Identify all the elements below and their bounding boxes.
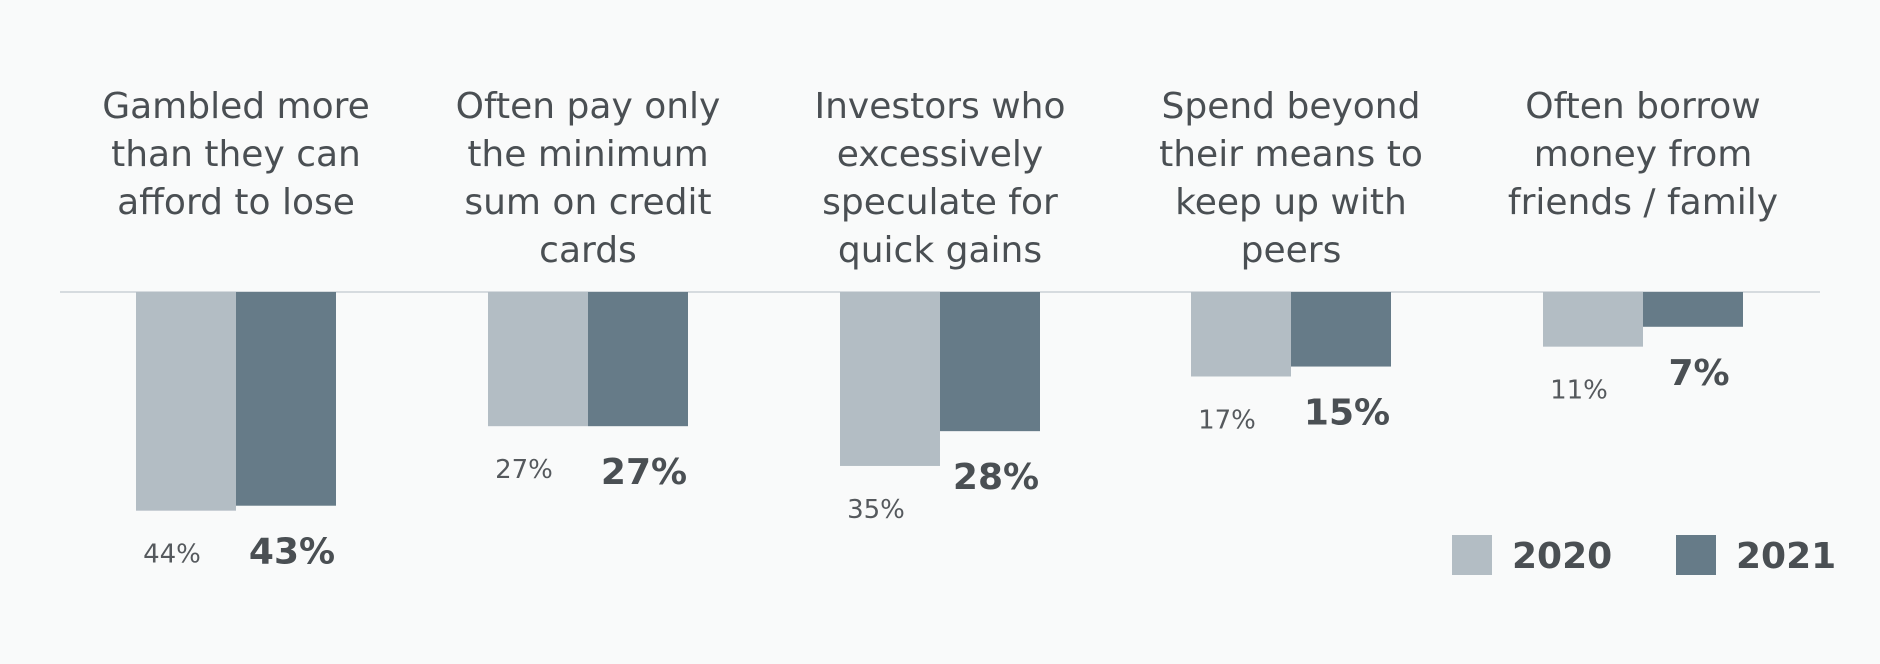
category-label-line: quick gains <box>838 230 1042 271</box>
category-label-line: afford to lose <box>117 182 355 223</box>
data-label-2021: 7% <box>1668 353 1729 394</box>
category-label-line: keep up with <box>1175 182 1407 223</box>
bar-2021 <box>1643 292 1743 327</box>
category-label: Often pay only the minimum sum on credit ca… <box>456 86 721 271</box>
bar-2021 <box>588 292 688 427</box>
category-label-line: Spend beyond <box>1162 86 1421 127</box>
category-label-line: their means to <box>1159 134 1423 175</box>
category-label-line: peers <box>1241 230 1342 271</box>
bar-2020 <box>488 292 588 427</box>
legend-label-2020: 2020 <box>1512 536 1612 577</box>
category-label-line: the minimum <box>467 134 708 175</box>
category-label: Gambled more than they can afford to lose <box>102 86 370 223</box>
category-label: Often borrow money from friends / family <box>1508 86 1778 223</box>
bar-2021 <box>940 292 1040 432</box>
bar-2020 <box>1191 292 1291 377</box>
bar-2021 <box>1291 292 1391 367</box>
category-label: Investors who excessively speculate for qui… <box>814 86 1065 271</box>
bar-2020 <box>136 292 236 511</box>
data-label-2021: 27% <box>601 452 687 493</box>
category-label-line: excessively <box>837 134 1043 175</box>
bar-2020 <box>840 292 940 466</box>
category-label-line: than they can <box>111 134 361 175</box>
data-label-2020: 27% <box>495 455 553 485</box>
data-label-2020: 44% <box>143 540 201 570</box>
data-label-2021: 15% <box>1304 393 1390 434</box>
data-label-2020: 11% <box>1550 376 1608 406</box>
legend-swatch-2021 <box>1676 535 1716 575</box>
category-label: Spend beyond their means to keep up with pe… <box>1159 86 1423 271</box>
category-label-line: sum on credit <box>464 182 711 223</box>
category-label-line: money from <box>1534 134 1753 175</box>
category-label-line: Often borrow <box>1525 86 1760 127</box>
category-label-line: Often pay only <box>456 86 721 127</box>
category-label-line: speculate for <box>822 182 1058 223</box>
category-label-line: Investors who <box>814 86 1065 127</box>
data-label-2021: 28% <box>953 457 1039 498</box>
legend-swatch-2020 <box>1452 535 1492 575</box>
category-label-line: Gambled more <box>102 86 370 127</box>
data-label-2020: 17% <box>1198 405 1256 435</box>
data-label-2020: 35% <box>847 495 905 525</box>
legend-label-2021: 2021 <box>1736 536 1836 577</box>
bar-2021 <box>236 292 336 506</box>
category-label-line: friends / family <box>1508 182 1778 223</box>
data-label-2021: 43% <box>249 532 335 573</box>
bar-2020 <box>1543 292 1643 347</box>
category-label-line: cards <box>539 230 637 271</box>
